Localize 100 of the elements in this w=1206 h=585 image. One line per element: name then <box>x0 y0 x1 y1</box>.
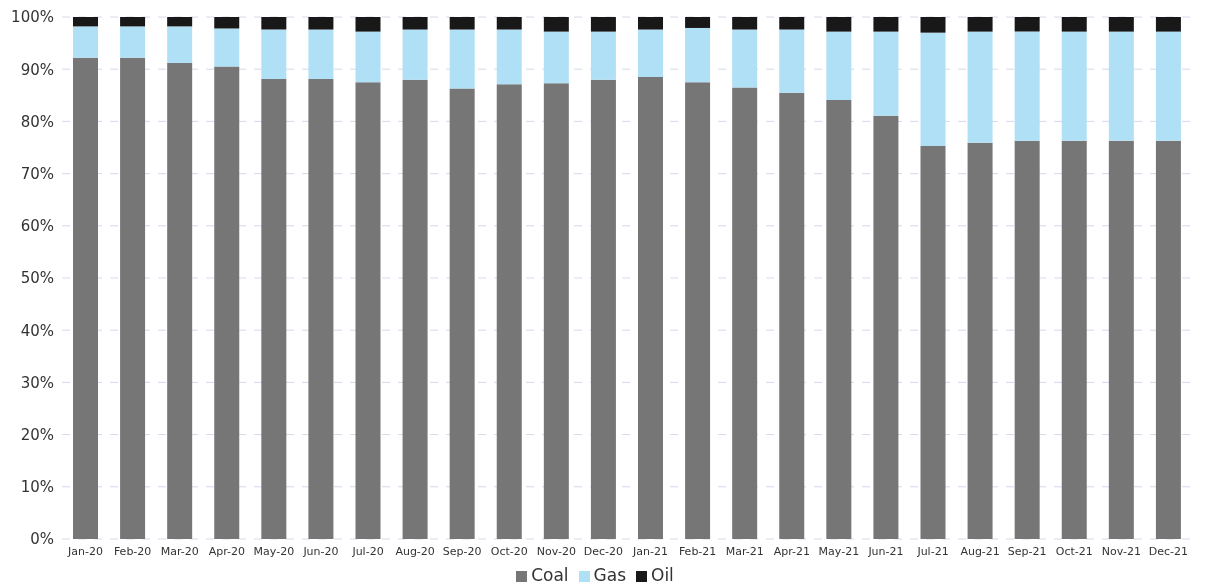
x-tick-label: Jan-21 <box>632 544 669 558</box>
x-tick-label: Feb-21 <box>678 544 717 558</box>
bar <box>826 17 852 32</box>
bar <box>920 145 946 539</box>
bar <box>590 31 616 80</box>
x-tick-label: Mar-21 <box>725 544 764 558</box>
bar <box>120 57 146 539</box>
bar <box>779 92 805 539</box>
bar <box>167 17 193 27</box>
bar <box>873 115 899 539</box>
bar <box>1108 31 1134 141</box>
bar <box>120 26 146 58</box>
bar <box>779 17 805 30</box>
y-tick-label: 20% <box>20 425 54 444</box>
x-tick-label: Sep-20 <box>442 544 482 558</box>
x-tick-label: Feb-20 <box>113 544 152 558</box>
bar <box>1061 140 1087 539</box>
bar <box>685 17 711 28</box>
x-tick-label: May-21 <box>818 544 860 558</box>
legend-label: Oil <box>651 565 674 585</box>
bar <box>167 26 193 63</box>
x-tick-label: Aug-21 <box>960 544 1000 558</box>
x-tick-label: Oct-20 <box>490 544 528 558</box>
bar <box>355 82 381 539</box>
bar <box>449 88 475 539</box>
x-tick-label: Jun-21 <box>867 544 904 558</box>
bar <box>967 142 993 539</box>
bar <box>214 66 240 539</box>
bar <box>214 28 240 67</box>
x-tick-label: Nov-21 <box>1101 544 1141 558</box>
bar <box>1108 140 1134 539</box>
bar <box>261 29 287 80</box>
bar <box>638 77 663 539</box>
bar <box>1061 31 1087 141</box>
y-tick-label: 100% <box>11 8 54 27</box>
bar <box>1155 140 1181 539</box>
y-tick-label: 10% <box>20 478 54 497</box>
bar <box>73 26 98 58</box>
y-tick-label: 60% <box>20 217 54 236</box>
bar <box>261 17 287 30</box>
bar <box>1108 17 1134 32</box>
y-tick-label: 40% <box>20 321 54 340</box>
x-tick-label: Jun-20 <box>302 544 339 558</box>
bar <box>308 17 334 30</box>
bar <box>685 82 711 539</box>
bar <box>920 17 946 33</box>
x-tick-label: Sep-21 <box>1007 544 1047 558</box>
x-tick-label: Apr-21 <box>773 544 810 558</box>
legend-label: Coal <box>531 565 569 585</box>
bar <box>1155 31 1181 141</box>
x-tick-label: Dec-20 <box>583 544 624 558</box>
bar <box>355 17 381 32</box>
bar <box>873 17 899 32</box>
bar <box>732 17 758 30</box>
bar <box>449 29 475 89</box>
bar <box>920 32 946 146</box>
bar <box>732 29 758 88</box>
bar <box>1014 31 1040 141</box>
bar <box>449 17 475 30</box>
x-tick-label: Dec-21 <box>1148 544 1189 558</box>
bar <box>496 84 522 539</box>
bar <box>1014 17 1040 32</box>
bar <box>590 79 616 539</box>
bar <box>967 17 993 32</box>
bar <box>826 100 852 539</box>
y-tick-label: 90% <box>20 60 54 79</box>
x-tick-label: Jul-21 <box>916 544 949 558</box>
y-tick-label: 0% <box>30 530 54 549</box>
bar <box>167 62 193 539</box>
bar <box>1155 17 1181 32</box>
bar <box>261 79 287 539</box>
bar <box>1061 17 1087 32</box>
bar <box>873 31 899 116</box>
bar <box>1014 140 1040 539</box>
y-tick-label: 70% <box>20 164 54 183</box>
bar <box>402 29 428 80</box>
bar <box>496 17 522 30</box>
bar <box>214 17 240 29</box>
bar <box>402 79 428 539</box>
x-tick-label: Mar-20 <box>160 544 199 558</box>
bar <box>496 29 522 85</box>
x-tick-label: Oct-21 <box>1055 544 1093 558</box>
bar <box>543 17 569 32</box>
bar <box>638 29 663 78</box>
x-tick-label: Jul-20 <box>351 544 384 558</box>
bar <box>967 31 993 143</box>
bar <box>308 29 334 80</box>
legend-label: Gas <box>593 565 627 585</box>
bar <box>543 83 569 539</box>
bar <box>73 57 98 539</box>
bar <box>120 17 146 27</box>
bar <box>638 17 663 30</box>
bar <box>826 31 852 100</box>
bar <box>590 17 616 32</box>
x-tick-label: May-20 <box>253 544 295 558</box>
bar <box>308 79 334 539</box>
y-tick-label: 30% <box>20 373 54 392</box>
bar <box>685 27 711 83</box>
bar <box>402 17 428 30</box>
x-tick-label: Apr-20 <box>208 544 245 558</box>
